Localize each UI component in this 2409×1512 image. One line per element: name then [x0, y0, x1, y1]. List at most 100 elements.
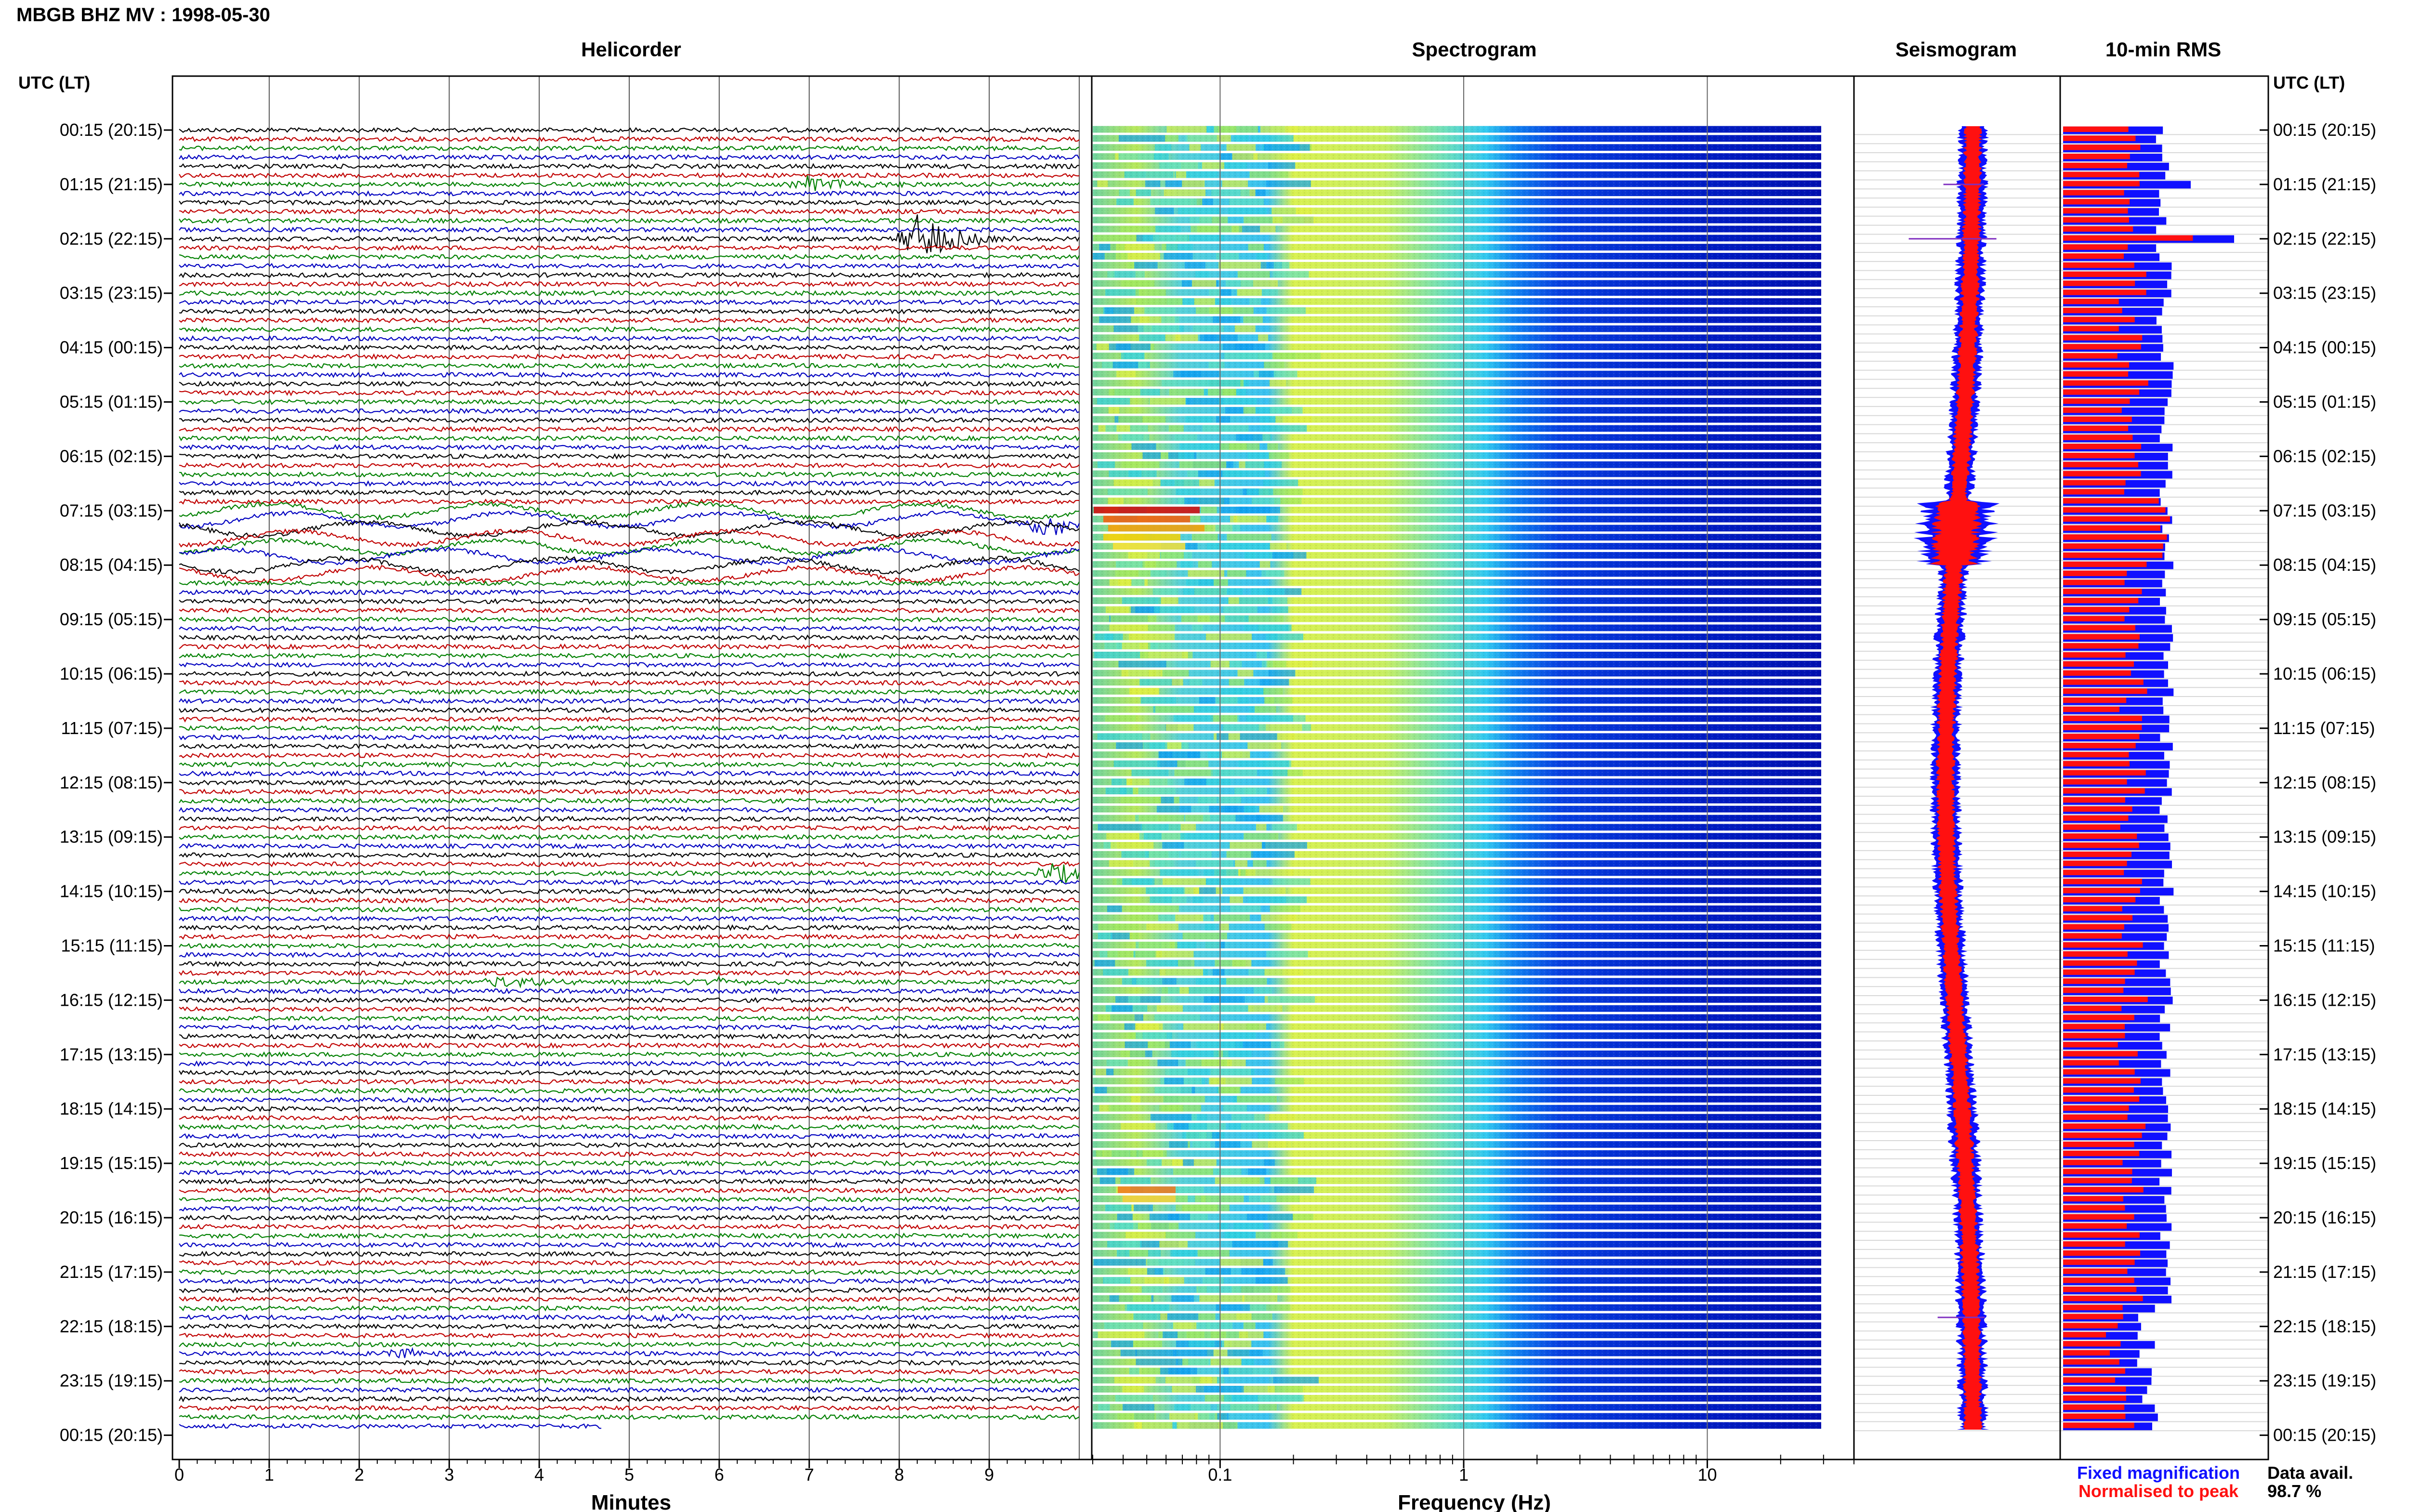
helicorder-trace — [179, 1015, 1080, 1022]
spectrogram-texture — [1093, 416, 1821, 423]
spectrogram-texture — [1093, 334, 1821, 342]
helicorder-trace — [179, 528, 1080, 548]
spectrogram-texture — [1093, 380, 1821, 387]
rms-bar-normalised — [2063, 1014, 2134, 1021]
rms-bar-normalised — [2063, 480, 2126, 486]
helicorder-trace — [179, 779, 1080, 786]
helicorder-trace — [179, 888, 1080, 895]
time-label-left: 10:15 (06:15) — [60, 664, 163, 684]
spectrogram-texture — [1093, 171, 1821, 178]
time-label-right: 04:15 (00:15) — [2273, 338, 2376, 357]
rms-bar-normalised — [2063, 471, 2141, 477]
rms-bar-normalised — [2063, 389, 2140, 395]
spectrogram-texture — [1093, 225, 1821, 233]
left-utc-label: UTC (LT) — [18, 73, 90, 92]
helicorder-trace — [179, 863, 1080, 883]
helicorder-trace — [179, 172, 1080, 179]
time-label-right: 02:15 (22:15) — [2273, 229, 2376, 249]
spectrogram-texture — [1093, 688, 1821, 695]
time-label-right: 19:15 (15:15) — [2273, 1153, 2376, 1173]
spectrogram-texture — [1093, 135, 1821, 142]
helicorder-trace — [179, 1060, 1080, 1067]
time-label-right: 12:15 (08:15) — [2273, 773, 2376, 792]
spectrogram-texture — [1093, 1377, 1821, 1384]
rms-bar-normalised — [2063, 344, 2141, 350]
time-label-right: 22:15 (18:15) — [2273, 1316, 2376, 1336]
spectrogram-texture — [1093, 207, 1821, 214]
spectrogram-texture — [1093, 216, 1821, 224]
helicorder-trace — [179, 788, 1080, 795]
helicorder-trace — [179, 1142, 1080, 1149]
rms-bar-normalised — [2063, 190, 2124, 196]
spectrogram-texture — [1093, 815, 1821, 822]
spectrogram-x-tick-label: 10 — [1698, 1465, 1717, 1485]
rms-bar-normalised — [2063, 552, 2163, 558]
rms-bar-normalised — [2063, 960, 2137, 966]
spectrogram-texture — [1093, 1286, 1821, 1293]
spectrogram-texture — [1093, 697, 1821, 704]
spectrogram-x-tick-label: 0.1 — [1208, 1465, 1232, 1485]
spectrogram-energy-patch — [1113, 543, 1185, 550]
helicorder-trace — [179, 501, 1080, 521]
helicorder-trace — [179, 1232, 1080, 1239]
rms-bar-normalised — [2063, 498, 2159, 504]
helicorder-trace — [179, 1223, 1080, 1230]
helicorder-trace — [179, 308, 1080, 315]
helicorder-x-axis-title: Minutes — [591, 1491, 671, 1512]
helicorder-x-tick-label: 8 — [894, 1465, 904, 1485]
rms-bar-normalised — [2063, 860, 2127, 867]
time-label-left: 00:15 (20:15) — [60, 120, 163, 140]
rms-bar-normalised — [2063, 171, 2140, 178]
time-label-left: 23:15 (19:15) — [60, 1371, 163, 1391]
rms-bar-normalised — [2063, 1323, 2118, 1328]
rms-bar-normalised — [2063, 670, 2131, 676]
time-label-left: 15:15 (11:15) — [61, 936, 163, 956]
spectrogram-texture — [1093, 597, 1821, 604]
helicorder-trace — [179, 226, 1080, 233]
helicorder-trace — [179, 943, 1080, 949]
rms-bar-normalised — [2063, 452, 2135, 459]
spectrogram-texture — [1093, 733, 1821, 740]
spectrogram-texture — [1093, 896, 1821, 903]
spectrogram-texture — [1093, 407, 1821, 414]
rms-bar-normalised — [2063, 1287, 2137, 1292]
rms-bar-normalised — [2063, 969, 2135, 975]
rms-bar-normalised — [2063, 706, 2119, 712]
helicorder-trace — [179, 1332, 1080, 1339]
rms-bar-normalised — [2063, 1169, 2132, 1174]
rms-bar-normalised — [2063, 743, 2136, 749]
helicorder-trace — [179, 1178, 1080, 1185]
helicorder-trace — [179, 299, 1080, 306]
spectrogram-texture — [1093, 950, 1821, 958]
spectrogram-texture — [1093, 1168, 1821, 1175]
time-label-left: 22:15 (18:15) — [60, 1316, 163, 1336]
helicorder-trace — [179, 671, 1080, 677]
rms-bar-normalised — [2063, 996, 2148, 1002]
helicorder-trace — [179, 1115, 1080, 1121]
rms-bar-normalised — [2063, 1051, 2138, 1057]
spectrogram-texture — [1093, 162, 1821, 169]
seismogram-fixed-magnification — [1913, 126, 2000, 1430]
rms-bar-normalised — [2063, 335, 2143, 341]
rms-bar-normalised — [2063, 516, 2170, 522]
spectrogram-texture — [1093, 1195, 1821, 1202]
spectrogram-texture — [1093, 398, 1821, 405]
spectrogram-texture — [1093, 987, 1821, 994]
spectrogram-texture — [1093, 1295, 1821, 1302]
spectrogram-texture — [1093, 842, 1821, 849]
rms-bar-normalised — [2063, 1413, 2126, 1419]
rms-bar-normalised — [2063, 1078, 2141, 1084]
spectrogram-texture — [1093, 1331, 1821, 1339]
helicorder-trace — [179, 842, 1080, 850]
rms-bar-normalised — [2063, 226, 2133, 232]
spectrogram-texture — [1093, 1213, 1821, 1221]
rms-bar-normalised — [2063, 833, 2137, 839]
spectrogram-texture — [1093, 751, 1821, 758]
rms-bar-normalised — [2063, 570, 2127, 576]
helicorder-trace — [179, 408, 1080, 414]
helicorder-trace — [179, 1069, 1080, 1076]
spectrogram-texture — [1093, 1177, 1821, 1184]
rms-bar-normalised — [2063, 779, 2127, 785]
spectrogram-texture — [1093, 1341, 1821, 1347]
rms-bar-normalised — [2063, 1150, 2140, 1157]
